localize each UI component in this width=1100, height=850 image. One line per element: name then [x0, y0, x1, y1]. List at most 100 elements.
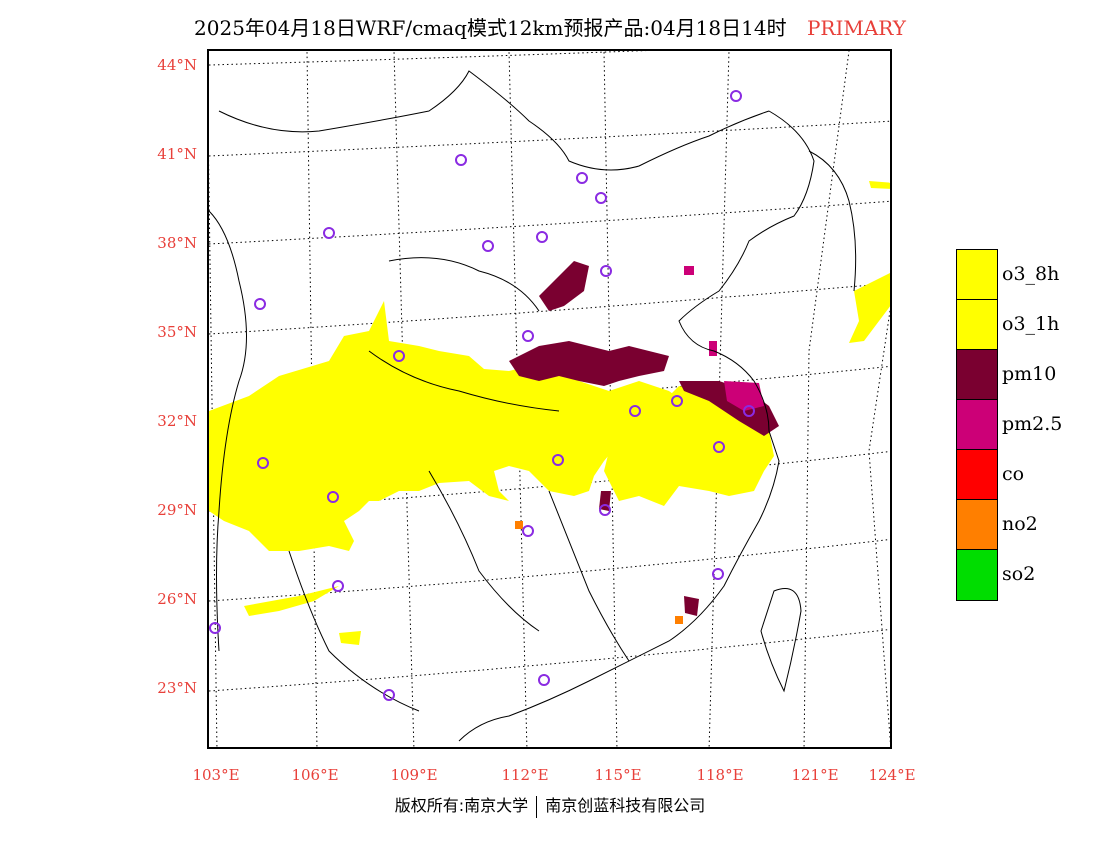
map-frame [207, 49, 892, 749]
title-main: 2025年04月18日WRF/cmaq模式12km预报产品:04月18日14时 [194, 16, 787, 40]
station-marker [332, 580, 344, 592]
pm10-band-north [539, 261, 589, 311]
parallel-44 [209, 51, 648, 66]
legend-label-o3-8h: o3_8h [1002, 263, 1060, 285]
o3-region-east [849, 273, 890, 343]
lon-label-112: 112°E [501, 766, 549, 784]
station-marker [455, 154, 467, 166]
station-marker [671, 395, 683, 407]
parallel-26 [209, 538, 890, 602]
station-marker [730, 90, 742, 102]
station-marker [522, 330, 534, 342]
o3-region-south [244, 586, 339, 616]
station-marker [743, 405, 755, 417]
lat-label-29: 29°N [157, 501, 197, 519]
footer-separator [536, 795, 538, 818]
lat-label-26: 26°N [157, 590, 197, 608]
lat-label-32: 32°N [157, 412, 197, 430]
legend-label-so2: so2 [1002, 563, 1036, 585]
legend-label-pm10: pm10 [1002, 363, 1057, 385]
station-marker [209, 622, 221, 634]
station-marker [257, 457, 269, 469]
footer-left: 版权所有:南京大学 [394, 796, 529, 815]
inner-border-4 [548, 490, 630, 662]
map-title: 2025年04月18日WRF/cmaq模式12km预报产品:04月18日14时 … [0, 12, 1100, 41]
legend-label-no2: no2 [1002, 513, 1038, 535]
o3-region-central [589, 386, 774, 506]
northern-border [218, 70, 770, 171]
station-marker [538, 674, 550, 686]
footer-right: 南京创蓝科技有限公司 [545, 796, 706, 815]
no2-patch-2 [675, 616, 683, 624]
station-marker [576, 172, 588, 184]
korea [808, 150, 857, 292]
station-marker [552, 454, 564, 466]
parallel-23 [209, 628, 890, 692]
inner-border-5 [288, 550, 420, 712]
station-marker [712, 568, 724, 580]
legend-swatch-o3-8h [957, 250, 997, 300]
o3-region-east-edge [869, 181, 890, 189]
coastline [458, 110, 815, 742]
legend-swatch-o3-1h [957, 300, 997, 350]
station-marker [482, 240, 494, 252]
lat-label-38: 38°N [157, 234, 197, 252]
o3-region-west [209, 301, 709, 551]
station-marker [323, 227, 335, 239]
station-marker [254, 298, 266, 310]
pm25-area [684, 266, 764, 411]
inner-border-2 [368, 350, 560, 412]
lat-label-23: 23°N [157, 679, 197, 697]
pm10-band-mid [509, 341, 669, 386]
lon-label-124: 124°E [868, 766, 916, 784]
copyright-footer: 版权所有:南京大学 南京创蓝科技有限公司 [0, 792, 1100, 818]
station-marker [600, 265, 612, 277]
pm10-small-2 [684, 596, 699, 616]
inner-border-1 [388, 257, 540, 312]
station-marker [327, 491, 339, 503]
lon-label-115: 115°E [594, 766, 642, 784]
lat-label-35: 35°N [157, 323, 197, 341]
boundaries [209, 70, 857, 742]
lon-label-103: 103°E [192, 766, 240, 784]
legend-label-co: co [1002, 463, 1025, 485]
parallel-38 [209, 200, 890, 245]
legend-label-pm25: pm2.5 [1002, 413, 1063, 435]
pm25-patch-3 [684, 266, 694, 275]
lat-label-44: 44°N [157, 56, 197, 74]
legend-swatch-co [957, 450, 997, 500]
meridian-124 [868, 307, 890, 745]
station-marker [599, 504, 611, 516]
legend-swatch-so2 [957, 550, 997, 600]
inner-border-3 [428, 470, 540, 632]
station-marker [522, 525, 534, 537]
lon-label-118: 118°E [696, 766, 744, 784]
lat-label-41: 41°N [157, 145, 197, 163]
station-marker [393, 350, 405, 362]
parallel-41 [209, 120, 890, 157]
pm25-patch-1 [724, 381, 764, 411]
station-marker [629, 405, 641, 417]
taiwan [760, 588, 802, 693]
lon-label-121: 121°E [791, 766, 839, 784]
pm25-patch-2 [709, 341, 717, 356]
legend [956, 249, 998, 601]
station-marker [713, 441, 725, 453]
station-marker [536, 231, 548, 243]
o3-area [209, 181, 890, 645]
title-tag: PRIMARY [806, 16, 906, 40]
meridian-121 [803, 51, 850, 747]
legend-swatch-pm10 [957, 350, 997, 400]
no2-area [515, 521, 683, 624]
no2-patch-1 [515, 521, 523, 529]
lon-label-109: 109°E [390, 766, 438, 784]
station-marker [383, 689, 395, 701]
legend-label-o3-1h: o3_1h [1002, 313, 1060, 335]
station-marker [595, 192, 607, 204]
stations [209, 90, 755, 701]
forecast-map [209, 51, 890, 747]
legend-swatch-pm25 [957, 400, 997, 450]
parallel-35 [209, 282, 890, 335]
legend-swatch-no2 [957, 500, 997, 550]
o3-region-small [339, 631, 361, 645]
